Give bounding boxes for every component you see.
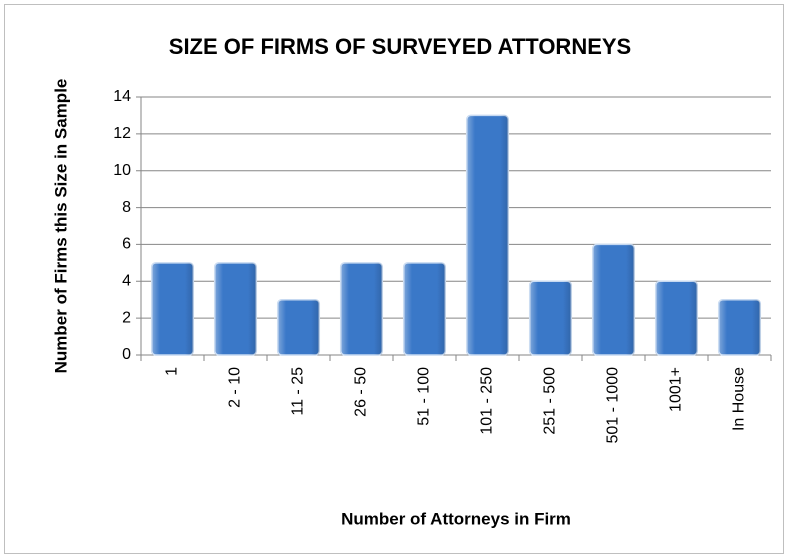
bar — [150, 262, 195, 356]
bar — [465, 114, 510, 356]
x-tick-label: 1001+ — [668, 367, 685, 412]
chart-border — [4, 4, 784, 554]
bar — [528, 280, 573, 356]
bar — [276, 298, 321, 356]
x-tick-label: 2 - 10 — [227, 367, 244, 408]
chart-title: SIZE OF FIRMS OF SURVEYED ATTORNEYS — [169, 34, 631, 59]
x-tick-label: 101 - 250 — [479, 367, 496, 435]
y-tick-label: 2 — [122, 309, 131, 326]
x-tick-label: In House — [731, 367, 748, 431]
bar — [591, 243, 636, 356]
bar — [339, 262, 384, 356]
bar — [213, 262, 258, 356]
x-tick-label: 11 - 25 — [290, 367, 307, 416]
y-axis-label: Number of Firms this Size in Sample — [51, 79, 70, 374]
x-tick-label: 26 - 50 — [353, 367, 370, 417]
bar — [654, 280, 699, 356]
x-tick-label: 1 — [164, 367, 181, 376]
x-tick-label: 251 - 500 — [542, 367, 559, 435]
bar — [402, 262, 447, 356]
bar — [717, 298, 762, 356]
x-tick-label: 501 - 1000 — [605, 367, 622, 444]
y-tick-label: 8 — [122, 199, 131, 216]
y-tick-label: 0 — [122, 346, 131, 363]
y-tick-label: 10 — [113, 162, 131, 179]
y-tick-label: 12 — [113, 125, 131, 142]
x-tick-label: 51 - 100 — [416, 367, 433, 426]
x-axis-label: Number of Attorneys in Firm — [341, 509, 571, 528]
y-tick-label: 6 — [122, 236, 131, 253]
y-tick-label: 14 — [113, 88, 131, 105]
y-tick-label: 4 — [122, 273, 131, 290]
